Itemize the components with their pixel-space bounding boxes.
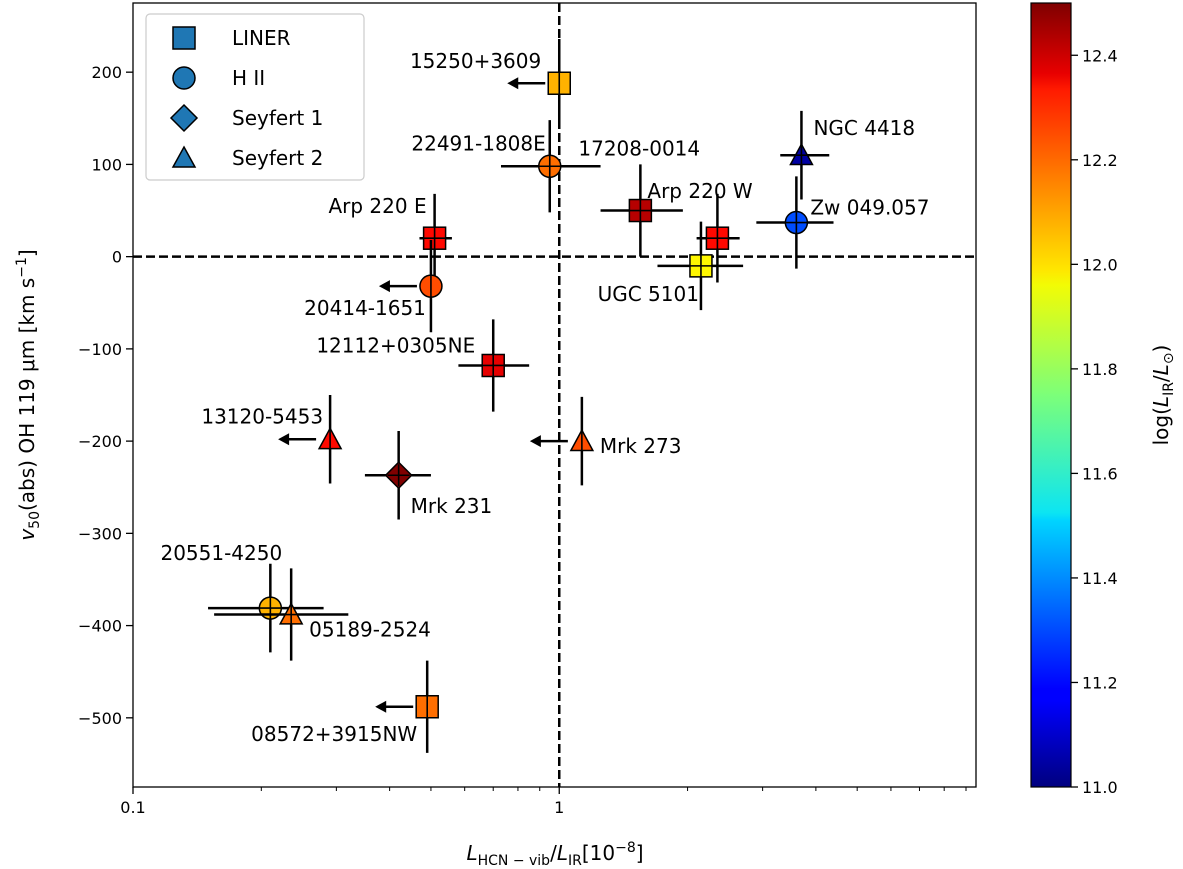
y-tick-label: 0 [112, 248, 122, 267]
data-point-label: 20551-4250 [160, 541, 282, 565]
data-point [507, 38, 571, 128]
colorbar: 11.0 11.2 11.4 11.6 11.8 12.0 12.2 12.4 log(LIR… [1030, 2, 1177, 797]
upper-limit-arrow-head [375, 700, 387, 713]
colorbar-tick-label: 11.6 [1082, 464, 1118, 483]
data-point-label: 08572+3915NW [251, 722, 417, 746]
legend-square-icon [172, 26, 196, 50]
legend-label: Seyfert 1 [232, 106, 323, 130]
data-point [780, 110, 830, 200]
data-point-label: Arp 220 E [328, 194, 426, 218]
data-point-label: Mrk 273 [600, 434, 682, 458]
data-point [600, 164, 683, 257]
y-tick-label: −300 [78, 524, 122, 543]
data-point-label: Arp 220 W [647, 179, 752, 203]
colorbar-tick-label: 12.2 [1082, 151, 1118, 170]
upper-limit-arrow-head [507, 77, 519, 90]
data-point-label: 20414-1651 [304, 296, 426, 320]
data-point [657, 221, 744, 311]
data-point-labels: 15250+3609 22491-1808E 17208-0014 Arp 220 W… [160, 49, 929, 746]
data-point [500, 120, 601, 213]
y-tick-label: −100 [78, 340, 122, 359]
data-point-label: 13120-5453 [201, 404, 323, 428]
colorbar-tick-label: 12.0 [1082, 255, 1118, 274]
upper-limit-arrow-head [529, 435, 541, 448]
legend-label: LINER [232, 26, 291, 50]
upper-limit-arrow-head [378, 280, 390, 293]
x-axis-ticks: 0.1 1 [120, 787, 967, 817]
data-point-label: 22491-1808E [411, 131, 545, 155]
legend-circle-icon [172, 66, 196, 90]
colorbar-tick-label: 11.0 [1082, 778, 1118, 797]
colorbar-tick-label: 11.4 [1082, 569, 1118, 588]
legend-triangle-icon [171, 145, 197, 168]
data-point-label: 17208-0014 [578, 137, 700, 161]
y-tick-label: −200 [78, 432, 122, 451]
x-tick-label: 0.1 [120, 798, 145, 817]
data-point-label: Mrk 231 [411, 494, 493, 518]
colorbar-tick-label: 12.4 [1082, 46, 1118, 65]
data-point [756, 176, 834, 269]
upper-limit-arrow-head [278, 433, 290, 446]
data-point [364, 430, 431, 520]
y-tick-label: −500 [78, 709, 122, 728]
y-tick-label: 100 [91, 155, 122, 174]
legend-diamond-icon [169, 103, 199, 133]
data-point [419, 193, 452, 283]
x-axis-title: LHCN − vib/LIR[10−8] [466, 840, 643, 869]
legend-frame [145, 13, 365, 181]
data-point [378, 240, 443, 333]
y-tick-label: 200 [91, 63, 122, 82]
x-tick-label: 1 [554, 798, 564, 817]
plot-frame [132, 2, 977, 788]
colorbar-tick-label: 11.2 [1082, 673, 1118, 692]
data-point [458, 319, 530, 412]
data-points [208, 38, 834, 753]
data-point-label: 05189-2524 [309, 618, 431, 642]
data-point [529, 396, 595, 486]
data-point [375, 660, 439, 753]
data-point [278, 395, 343, 484]
data-point-label: Zw 049.057 [810, 196, 929, 220]
data-point-label: 15250+3609 [410, 49, 541, 73]
y-axis-title: v50(abs) OH 119 μm [km s−1] [14, 249, 43, 540]
data-point [214, 568, 349, 661]
data-point-label: UGC 5101 [598, 282, 699, 306]
colorbar-title: log(LIR/L⊙) [1149, 345, 1177, 446]
data-point-label: 12112+0305NE [316, 333, 475, 357]
data-point [696, 193, 740, 283]
legend: LINER H II Seyfert 1 Seyfert 2 [145, 13, 365, 181]
data-point-label: NGC 4418 [813, 116, 915, 140]
legend-label: Seyfert 2 [232, 146, 323, 170]
y-tick-label: −400 [78, 617, 122, 636]
colorbar-tick-label: 11.8 [1082, 360, 1118, 379]
legend-label: H II [232, 66, 265, 90]
colorbar-gradient [1030, 2, 1072, 788]
y-axis-ticks: −500 −400 −300 −200 −100 0 100 200 [78, 63, 133, 728]
reference-lines [133, 3, 976, 787]
